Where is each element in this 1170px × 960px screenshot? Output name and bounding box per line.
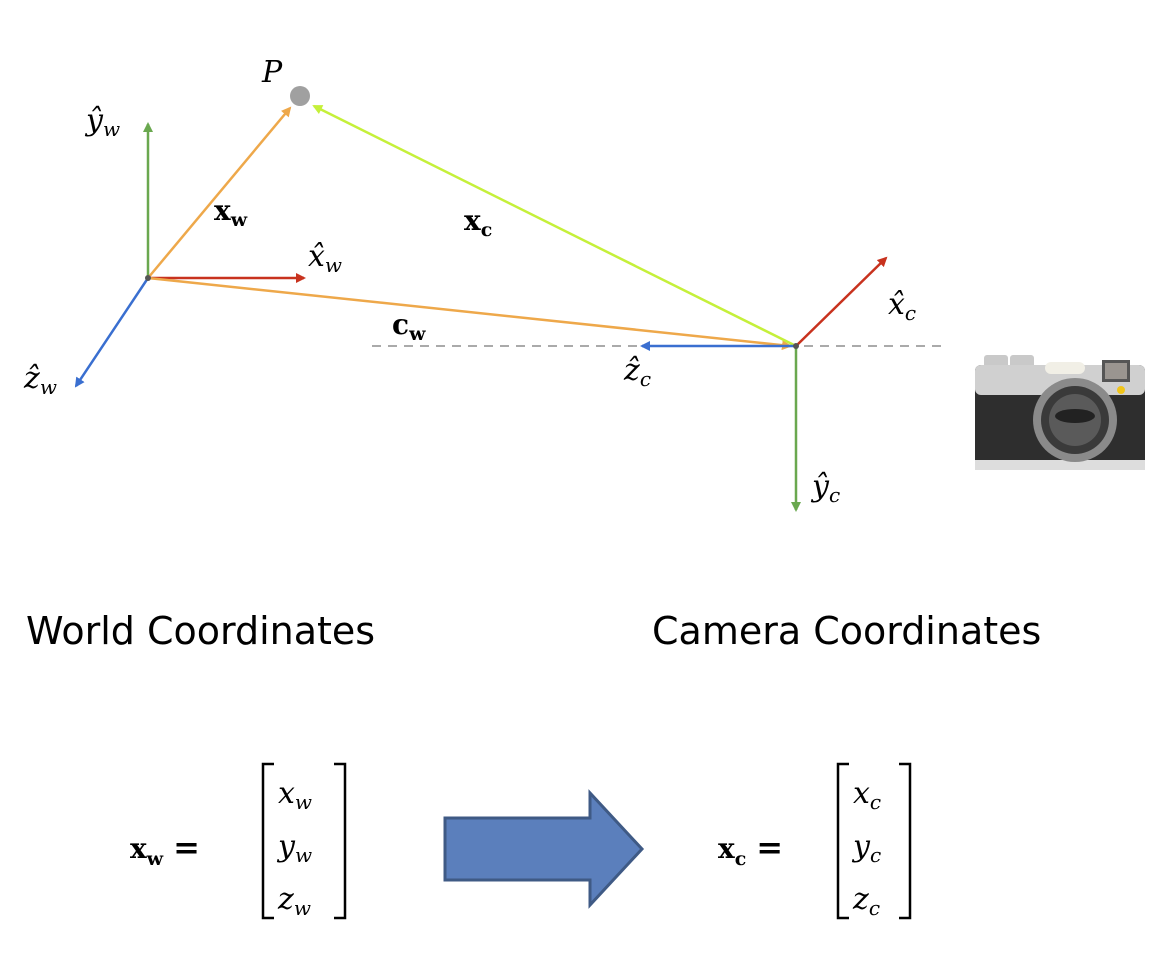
- svg-text:xw: xw: [278, 776, 312, 814]
- camera-y-axis-label: ŷc: [810, 469, 840, 507]
- world-z-axis-label: ẑw: [23, 361, 57, 399]
- point-p-label: P: [261, 55, 283, 90]
- world-z-axis: [74, 277, 150, 388]
- camera-center-label: cw: [392, 308, 426, 345]
- svg-text:xc=: xc =: [718, 828, 783, 870]
- world-point-vector: [147, 106, 292, 279]
- world-y-axis-label: ŷw: [84, 103, 120, 141]
- camera-vector-label: xc: [464, 204, 492, 241]
- world-equation: xw = xw yw zw: [130, 762, 347, 920]
- camera-equation: xc = xc yc zc: [718, 762, 912, 920]
- camera-coordinates-caption: Camera Coordinates: [652, 609, 1041, 653]
- camera-x-axis-label: x̂c: [888, 287, 916, 325]
- point-p: [290, 86, 310, 106]
- transform-arrow: [443, 789, 645, 909]
- camera-origin: [793, 343, 799, 349]
- world-vector-label: xw: [214, 194, 248, 231]
- camera-z-axis-label: ẑc: [623, 353, 651, 391]
- svg-text:zw: zw: [277, 882, 311, 920]
- camera-icon: [975, 355, 1145, 470]
- svg-text:xc: xc: [853, 776, 881, 814]
- svg-text:yc: yc: [851, 829, 881, 867]
- world-coordinates-caption: World Coordinates: [26, 609, 375, 653]
- camera-center-vector: [147, 276, 792, 351]
- svg-text:xw=: xw =: [130, 828, 200, 870]
- camera-x-axis: [795, 256, 888, 347]
- svg-text:zc: zc: [852, 882, 880, 920]
- world-x-axis-label: x̂w: [308, 239, 342, 277]
- camera-point-vector: [312, 104, 797, 348]
- svg-text:yw: yw: [276, 829, 312, 867]
- world-origin: [145, 275, 151, 281]
